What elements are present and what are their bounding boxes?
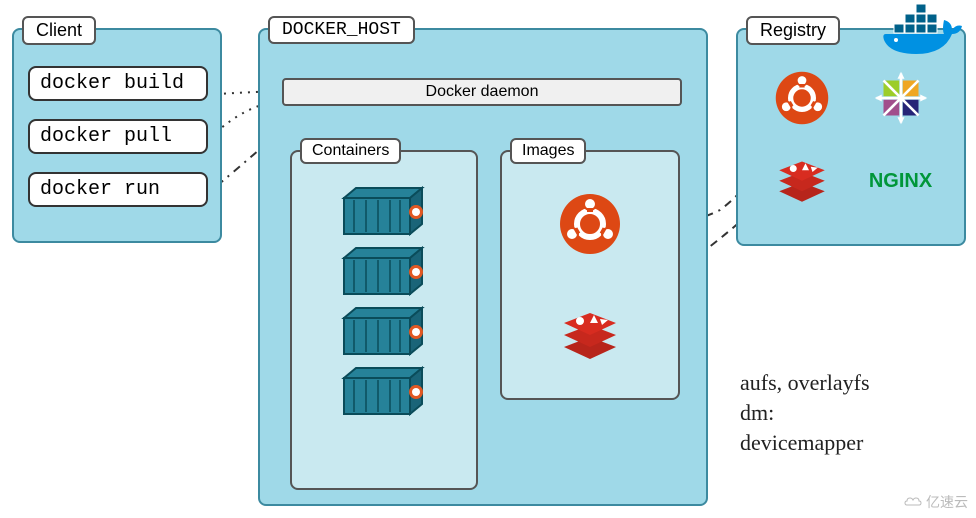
docker-daemon-bar: Docker daemon (282, 78, 682, 106)
docker-build-cmd: docker build (28, 66, 208, 101)
containers-label: Containers (300, 138, 401, 164)
note-text: dm: (740, 400, 774, 426)
centos-icon (873, 70, 929, 131)
container-box-icon (332, 246, 437, 294)
images-label: Images (510, 138, 586, 164)
container-box-icon (332, 366, 437, 414)
redis-icon (774, 151, 830, 212)
container-items (292, 152, 476, 414)
containers-panel: Containers (290, 150, 478, 490)
ubuntu-icon (774, 70, 830, 131)
image-items (502, 152, 678, 370)
container-box-icon (332, 306, 437, 354)
registry-label: Registry (746, 16, 840, 45)
note-text: aufs, overlayfs (740, 370, 870, 396)
client-commands: docker build docker pull docker run (14, 30, 220, 235)
docker-run-cmd: docker run (28, 172, 208, 207)
watermark-text: 亿速云 (926, 492, 968, 512)
host-label: DOCKER_HOST (268, 16, 415, 44)
nginx-icon: NGINX (869, 170, 932, 193)
watermark: 亿速云 (904, 492, 968, 512)
images-panel: Images (500, 150, 680, 400)
client-label: Client (22, 16, 96, 45)
ubuntu-icon (558, 192, 622, 261)
docker-whale-icon (880, 0, 966, 63)
docker-pull-cmd: docker pull (28, 119, 208, 154)
note-text: devicemapper (740, 430, 863, 456)
container-box-icon (332, 186, 437, 234)
client-panel: Client docker build docker pull docker r… (12, 28, 222, 243)
redis-icon (558, 301, 622, 370)
